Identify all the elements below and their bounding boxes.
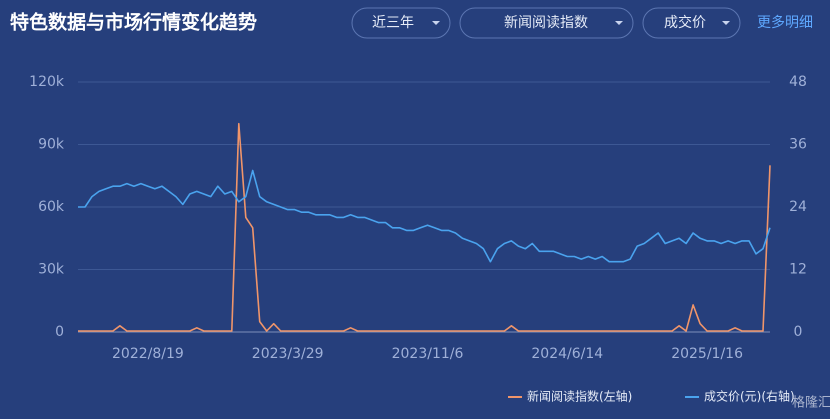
x-tick-label: 2023/11/6 — [392, 346, 464, 362]
y-tick-label: 120k — [29, 74, 65, 90]
y2-tick-label: 24 — [789, 199, 807, 215]
range-select[interactable]: 近三年 — [351, 7, 451, 39]
series-line — [78, 169, 771, 263]
dropdown-box[interactable] — [642, 7, 741, 39]
left-metric-select[interactable]: 新闻阅读指数 — [459, 7, 634, 39]
y2-tick-label: 12 — [789, 262, 807, 278]
dropdown-box[interactable] — [459, 7, 634, 39]
y-tick-label: 0 — [55, 324, 64, 340]
y-tick-label: 30k — [38, 262, 65, 278]
x-tick-label: 2025/1/16 — [671, 346, 743, 362]
y-tick-label: 60k — [38, 199, 65, 215]
dropdown-label[interactable]: 成交价 — [664, 14, 706, 31]
series-line — [78, 122, 771, 332]
y2-tick-label: 48 — [789, 74, 807, 90]
dropdown-label[interactable]: 新闻阅读指数 — [504, 14, 588, 31]
more-link[interactable]: 更多明细 — [757, 14, 813, 31]
y2-tick-label: 36 — [789, 137, 807, 153]
watermark: 格隆汇 — [792, 395, 830, 411]
dropdown-label[interactable]: 近三年 — [372, 15, 414, 31]
y2-tick-label: 0 — [794, 324, 803, 340]
dropdown-arrow[interactable] — [615, 21, 623, 25]
x-tick-label: 2023/3/29 — [252, 346, 324, 362]
legend-label: 新闻阅读指数(左轴) — [527, 389, 632, 404]
dropdown-arrow[interactable] — [432, 21, 440, 25]
y-tick-label: 90k — [38, 137, 65, 153]
x-tick-label: 2022/8/19 — [112, 346, 184, 362]
chart-title: 特色数据与市场行情变化趋势 — [10, 11, 257, 34]
x-tick-label: 2024/6/14 — [531, 346, 603, 362]
dropdown-box[interactable] — [351, 7, 451, 39]
dropdown-arrow[interactable] — [722, 21, 730, 25]
legend-label: 成交价(元)(右轴) — [704, 389, 795, 404]
right-metric-select[interactable]: 成交价 — [642, 7, 741, 39]
